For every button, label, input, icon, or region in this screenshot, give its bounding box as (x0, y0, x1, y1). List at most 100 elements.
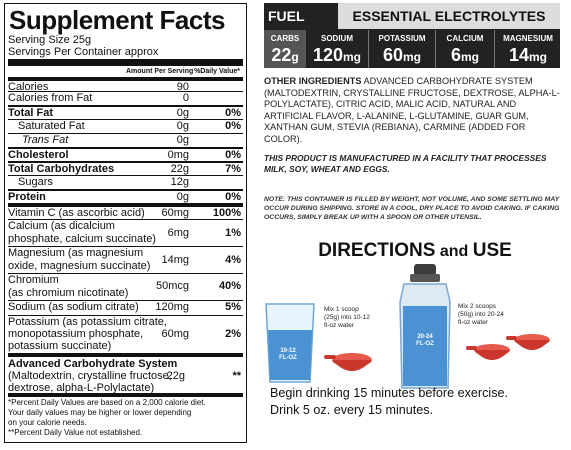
row-dv: 0% (225, 149, 241, 161)
servings-per-container: Servings Per Container approx (8, 46, 159, 58)
row-dv: 5% (225, 301, 241, 313)
footnote: **Percent Daily Value not established. (8, 428, 143, 437)
scoop-icon (324, 353, 372, 371)
row-dv: 4% (225, 254, 241, 266)
row-amount: 120mg (155, 301, 189, 313)
cell-key: MAGNESIUM (503, 34, 553, 43)
facts-row-chromium: Chromium (as chromium nicotinate) 50mcg … (8, 273, 243, 300)
row-label: Potassium (as potassium citrate, (8, 316, 167, 328)
settling-note: NOTE: THIS CONTAINER IS FILLED BY WEIGHT… (264, 196, 560, 221)
directions-illustration: 10-12 FL-OZ 20-24 FL-OZ Mix 1 scoop (25g… (265, 264, 550, 389)
facts-footnotes: *Percent Daily Values are based on a 2,0… (8, 393, 243, 438)
row-label: Advanced Carbohydrate System (8, 358, 178, 370)
facts-row-potassium: Potassium (as potassium citrate, monopot… (8, 315, 243, 353)
directions-line-1: Begin drinking 15 minutes before exercis… (270, 386, 509, 400)
cell-key: CARBS (270, 34, 300, 43)
row-label: (as chromium nicotinate) (8, 287, 129, 299)
row-amount: 60mg (161, 328, 189, 340)
step2-line2: (50g) into 20-24 (458, 311, 504, 318)
row-label: potassium succinate) (8, 340, 112, 352)
allergen-warning: THIS PRODUCT IS MANUFACTURED IN A FACILI… (264, 153, 547, 174)
row-label: Trans Fat (22, 134, 69, 146)
amount-header: Amount Per Serving (126, 68, 194, 75)
row-amount: 0g (176, 107, 189, 119)
row-label: Chromium (8, 274, 59, 286)
facts-row-total-fat: Total Fat 0g 0% (8, 105, 243, 119)
row-label: Cholesterol (8, 149, 69, 161)
svg-text:FL-OZ: FL-OZ (279, 355, 297, 361)
row-label: Protein (8, 191, 46, 203)
supplement-facts-panel: Supplement Facts Serving Size 25g Servin… (4, 3, 247, 443)
row-amount: 6mg (167, 227, 189, 239)
bottle-icon: 20-24 FL-OZ (399, 264, 451, 389)
row-label: Sugars (18, 176, 53, 188)
potassium-cell: POTASSIUM 60mg (368, 30, 435, 68)
step1-line1: Mix 1 scoop (324, 306, 359, 313)
essential-electrolytes-label: ESSENTIAL ELECTROLYTES (338, 3, 560, 29)
facts-title: Supplement Facts (9, 5, 225, 35)
row-label: phosphate, calcium succinate) (8, 233, 156, 245)
row-label: Saturated Fat (18, 120, 85, 132)
ingredients-heading: OTHER INGREDIENTS (264, 76, 362, 86)
fuel-label: FUEL (268, 8, 305, 24)
calcium-cell: CALCIUM 6mg (435, 30, 494, 68)
row-label: oxide, magnesium succinate) (8, 260, 151, 272)
row-dv: 7% (225, 163, 241, 175)
row-label: Calories (8, 81, 49, 93)
svg-text:FL-OZ: FL-OZ (416, 341, 434, 347)
row-label: dextrose, alpha-L-Polylactate) (8, 382, 155, 394)
ingredients-text: ADVANCED CARBOHYDRATE SYSTEM (MALTODEXTR… (264, 76, 560, 144)
step1-line3: fl-oz water (324, 322, 355, 329)
row-dv: 0% (225, 107, 241, 119)
row-amount: 90 (176, 81, 189, 93)
facts-row-vitamin-c: Vitamin C (as ascorbic acid) 60mg 100% (8, 203, 243, 219)
sodium-cell: SODIUM 120mg (306, 30, 368, 68)
row-amount: 12g (170, 176, 189, 188)
cell-value: 60mg (382, 45, 422, 65)
facts-row-calories: Calories 90 (8, 77, 243, 93)
facts-row-cholesterol: Cholesterol 0mg 0% (8, 147, 243, 161)
step2-line1: Mix 2 scoops (458, 303, 497, 310)
magnesium-cell: MAGNESIUM 14mg (494, 30, 561, 68)
facts-row-magnesium: Magnesium (as magnesium oxide, magnesium… (8, 246, 243, 273)
facts-row-calcium: Calcium (as dicalcium phosphate, calcium… (8, 219, 243, 246)
cell-value: 22g (271, 45, 299, 65)
step2-line3: fl-oz water (458, 319, 489, 326)
row-label: Total Carbohydrates (8, 163, 115, 175)
glass-icon: 10-12 FL-OZ (265, 303, 315, 383)
carbs-cell: CARBS 22g (264, 30, 306, 68)
row-label: (Maltodextrin, crystalline fructose, (8, 370, 172, 382)
electrolytes-table: FUEL ESSENTIAL ELECTROLYTES CARBS 22g SO… (264, 3, 560, 68)
svg-text:20-24: 20-24 (417, 334, 433, 340)
row-dv: 2% (225, 328, 241, 340)
cell-value: 120mg (312, 45, 362, 65)
thick-divider (8, 59, 243, 66)
row-amount: 22g (170, 163, 189, 175)
serving-size: Serving Size 25g (8, 34, 92, 46)
row-amount: 0g (176, 134, 189, 146)
row-amount: 0g (176, 191, 189, 203)
row-amount: 60mg (161, 207, 189, 219)
row-label: Calcium (as dicalcium (8, 220, 115, 232)
row-dv: 40% (218, 280, 241, 292)
row-label: Total Fat (8, 107, 54, 119)
row-dv: 0% (225, 120, 241, 132)
directions-title: DIRECTIONS and USE (318, 240, 512, 261)
cell-key: SODIUM (321, 34, 353, 43)
facts-row-protein: Protein 0g 0% (8, 189, 243, 203)
cell-value: 14mg (508, 45, 548, 65)
cell-key: POTASSIUM (378, 34, 426, 43)
row-amount: 50mcg (155, 280, 189, 292)
dv-header: %Daily Value* (194, 68, 240, 75)
row-amount: 0 (182, 92, 189, 104)
row-dv: 1% (225, 227, 241, 239)
row-amount: 22g (166, 370, 185, 382)
cell-value: 6mg (450, 45, 479, 65)
footnote: on your calorie needs. (8, 418, 87, 427)
facts-row-trans-fat: Trans Fat 0g (8, 133, 243, 147)
row-amount: 0mg (167, 149, 189, 161)
row-label: Vitamin C (as ascorbic acid) (8, 207, 145, 219)
facts-row-calories-fat: Calories from Fat 0 (8, 91, 243, 105)
step1-line2: (25g) into 10-12 (324, 314, 370, 321)
row-dv: ** (232, 370, 241, 382)
